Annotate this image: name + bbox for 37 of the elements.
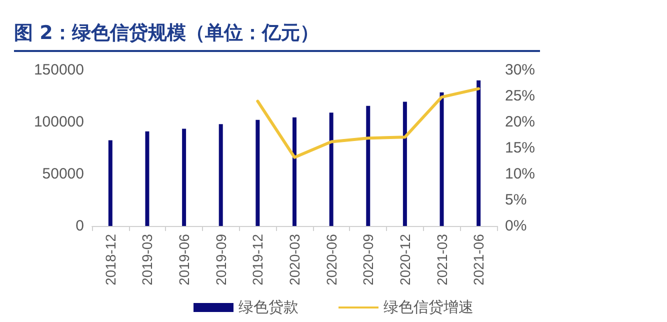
y2-tick-label: 5% [505, 192, 527, 208]
y-tick-label: 50000 [42, 166, 84, 182]
bar [145, 131, 150, 226]
x-tick-label: 2020-03 [286, 234, 302, 286]
x-tick-label: 2019-12 [250, 234, 266, 286]
bar [292, 117, 296, 226]
bar [182, 128, 186, 226]
y2-tick-label: 25% [505, 88, 536, 104]
y2-tick-label: 30% [505, 62, 536, 78]
y2-tick-label: 10% [505, 166, 536, 182]
y-tick-label: 150000 [34, 62, 84, 78]
y2-tick-label: 0% [505, 218, 527, 234]
bar [329, 112, 334, 226]
legend-label: 绿色贷款 [238, 299, 298, 316]
x-tick-label: 2021-06 [470, 234, 487, 286]
x-tick-label: 2020-06 [323, 234, 340, 286]
bar [366, 106, 370, 226]
x-tick-label: 2019-06 [176, 234, 192, 286]
y2-tick-label: 20% [505, 114, 536, 130]
x-tick-label: 2020-09 [360, 234, 376, 286]
line-series [256, 87, 480, 159]
x-tick-label: 2018-12 [102, 234, 118, 286]
bar [218, 124, 223, 226]
legend-label: 绿色信贷增速 [384, 299, 474, 316]
bar [476, 80, 481, 226]
x-tick-label: 2019-09 [212, 234, 229, 286]
bar [108, 140, 112, 226]
y-tick-label: 0 [76, 218, 84, 234]
y2-tick-label: 15% [505, 140, 536, 156]
bar [402, 102, 407, 226]
x-tick-label: 2021-03 [434, 234, 450, 286]
x-tick-label: 2020-12 [396, 234, 413, 286]
bar [256, 120, 260, 226]
y-tick-label: 100000 [34, 114, 84, 130]
chart-title: 图 2：绿色信贷规模（单位：亿元） [14, 20, 540, 52]
bar [440, 92, 444, 226]
x-tick-label: 2019-03 [139, 234, 156, 286]
